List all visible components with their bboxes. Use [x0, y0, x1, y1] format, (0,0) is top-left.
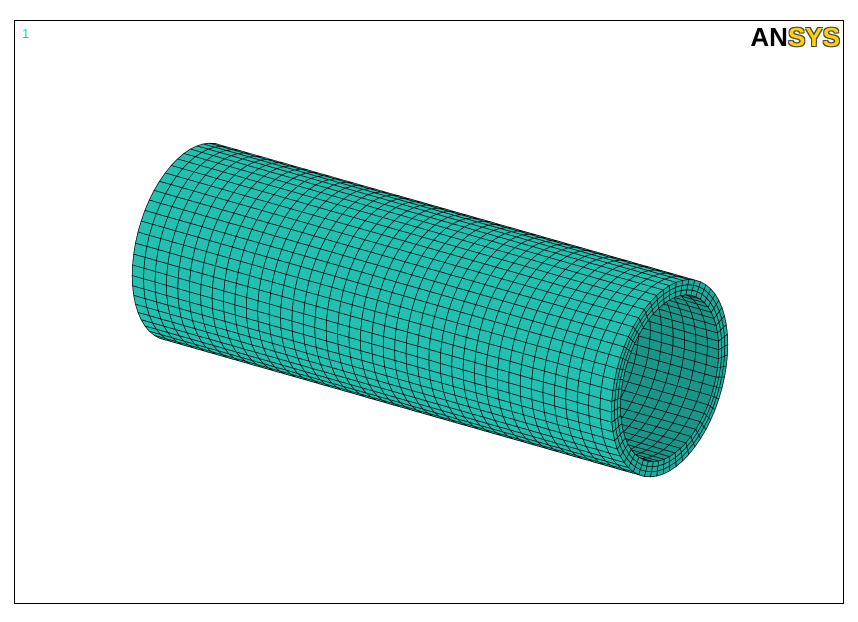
mesh-render	[0, 0, 858, 622]
